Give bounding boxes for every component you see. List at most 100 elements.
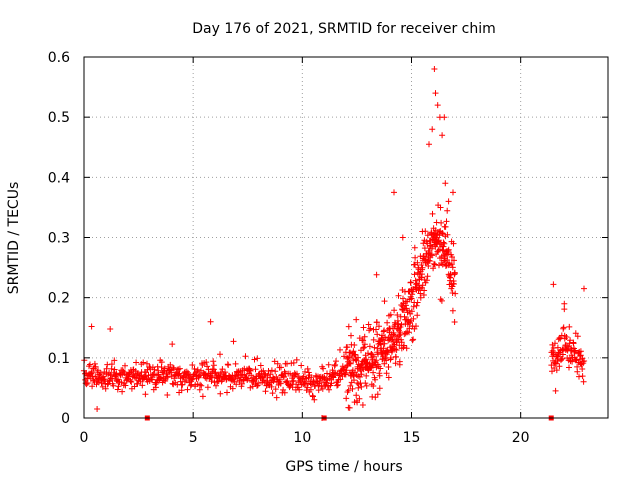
data-point [566, 355, 573, 362]
data-point [199, 393, 206, 400]
data-point [160, 369, 167, 375]
data-point [342, 371, 349, 378]
data-point [94, 378, 101, 385]
data-point [264, 377, 271, 384]
data-point [421, 287, 428, 294]
data-point [161, 365, 168, 372]
data-point [343, 395, 350, 402]
data-point [438, 260, 445, 267]
data-point [563, 334, 570, 340]
data-point [107, 326, 114, 332]
data-point [365, 350, 371, 357]
chart-title: Day 176 of 2021, SRMTID for receiver chi… [192, 21, 496, 37]
data-point [371, 344, 378, 351]
data-point [552, 387, 559, 394]
data-point [579, 373, 586, 380]
tick-labels: 0 5 10 15 20 0 0.1 0.2 0.3 0.4 0.5 0.6 [48, 50, 530, 446]
data-point [561, 306, 568, 313]
data-point [108, 361, 115, 368]
data-point [332, 361, 339, 368]
data-point [361, 341, 368, 348]
data-point [255, 380, 262, 387]
data-point [119, 388, 126, 395]
data-point [217, 351, 223, 358]
data-point [417, 294, 424, 301]
data-point [142, 391, 149, 398]
data-point [410, 315, 417, 322]
data-point [549, 347, 556, 354]
data-point [267, 371, 274, 378]
data-point [345, 387, 352, 394]
data-point [88, 323, 95, 330]
data-point [394, 312, 401, 318]
data-point [450, 189, 456, 196]
data-point [392, 360, 399, 367]
data-point [442, 223, 449, 230]
data-point [450, 240, 457, 247]
data-point [431, 66, 438, 72]
data-point [566, 323, 573, 330]
data-point [360, 324, 367, 331]
data-point [337, 376, 344, 383]
data-point [429, 126, 436, 133]
data-point [556, 363, 563, 370]
data-point [443, 218, 450, 225]
data-point [212, 369, 219, 376]
data-point [429, 210, 436, 217]
data-point [203, 359, 210, 366]
data-point [233, 381, 240, 388]
data-point [410, 336, 417, 343]
data-point [304, 365, 311, 372]
data-point [268, 367, 275, 374]
data-point [449, 290, 456, 296]
data-point [261, 370, 268, 377]
data-point [128, 379, 135, 385]
data-point [389, 336, 396, 343]
data-point [155, 371, 162, 378]
data-point [229, 385, 236, 392]
data-point [574, 333, 581, 340]
y-tick-label: 0.2 [48, 291, 70, 307]
data-point [581, 285, 587, 292]
data-point [245, 375, 251, 382]
y-tick-label: 0.6 [48, 50, 70, 66]
data-point [268, 383, 275, 390]
data-point [158, 359, 165, 366]
data-point [384, 319, 391, 326]
data-point [370, 336, 377, 343]
data-point [570, 340, 577, 347]
data-point [184, 386, 191, 393]
data-point [296, 386, 303, 393]
data-point [363, 372, 370, 379]
grid [84, 57, 608, 418]
data-point [102, 385, 109, 392]
data-point [550, 281, 557, 288]
data-point [139, 382, 146, 389]
data-point [440, 243, 447, 250]
data-point [224, 389, 230, 396]
data-point [566, 364, 572, 371]
data-point [396, 361, 403, 368]
data-point [167, 361, 174, 368]
data-point [92, 363, 99, 370]
data-point [274, 360, 281, 367]
data-point [217, 390, 224, 397]
data-point [391, 189, 397, 196]
data-point [379, 332, 385, 339]
data-point [354, 399, 361, 406]
x-tick-label: 10 [293, 430, 311, 446]
data-point [254, 382, 260, 389]
data-point [189, 362, 196, 368]
data-point [298, 362, 305, 369]
data-point [302, 368, 308, 375]
data-point [398, 321, 405, 328]
y-axis-label: SRMTID / TECUs [6, 182, 22, 295]
data-point [381, 340, 388, 347]
data-point [370, 353, 377, 360]
data-point [310, 393, 316, 400]
data-point [413, 281, 420, 288]
data-point [580, 378, 587, 385]
data-point [194, 366, 201, 373]
data-point [554, 344, 561, 351]
data-point [204, 363, 211, 370]
